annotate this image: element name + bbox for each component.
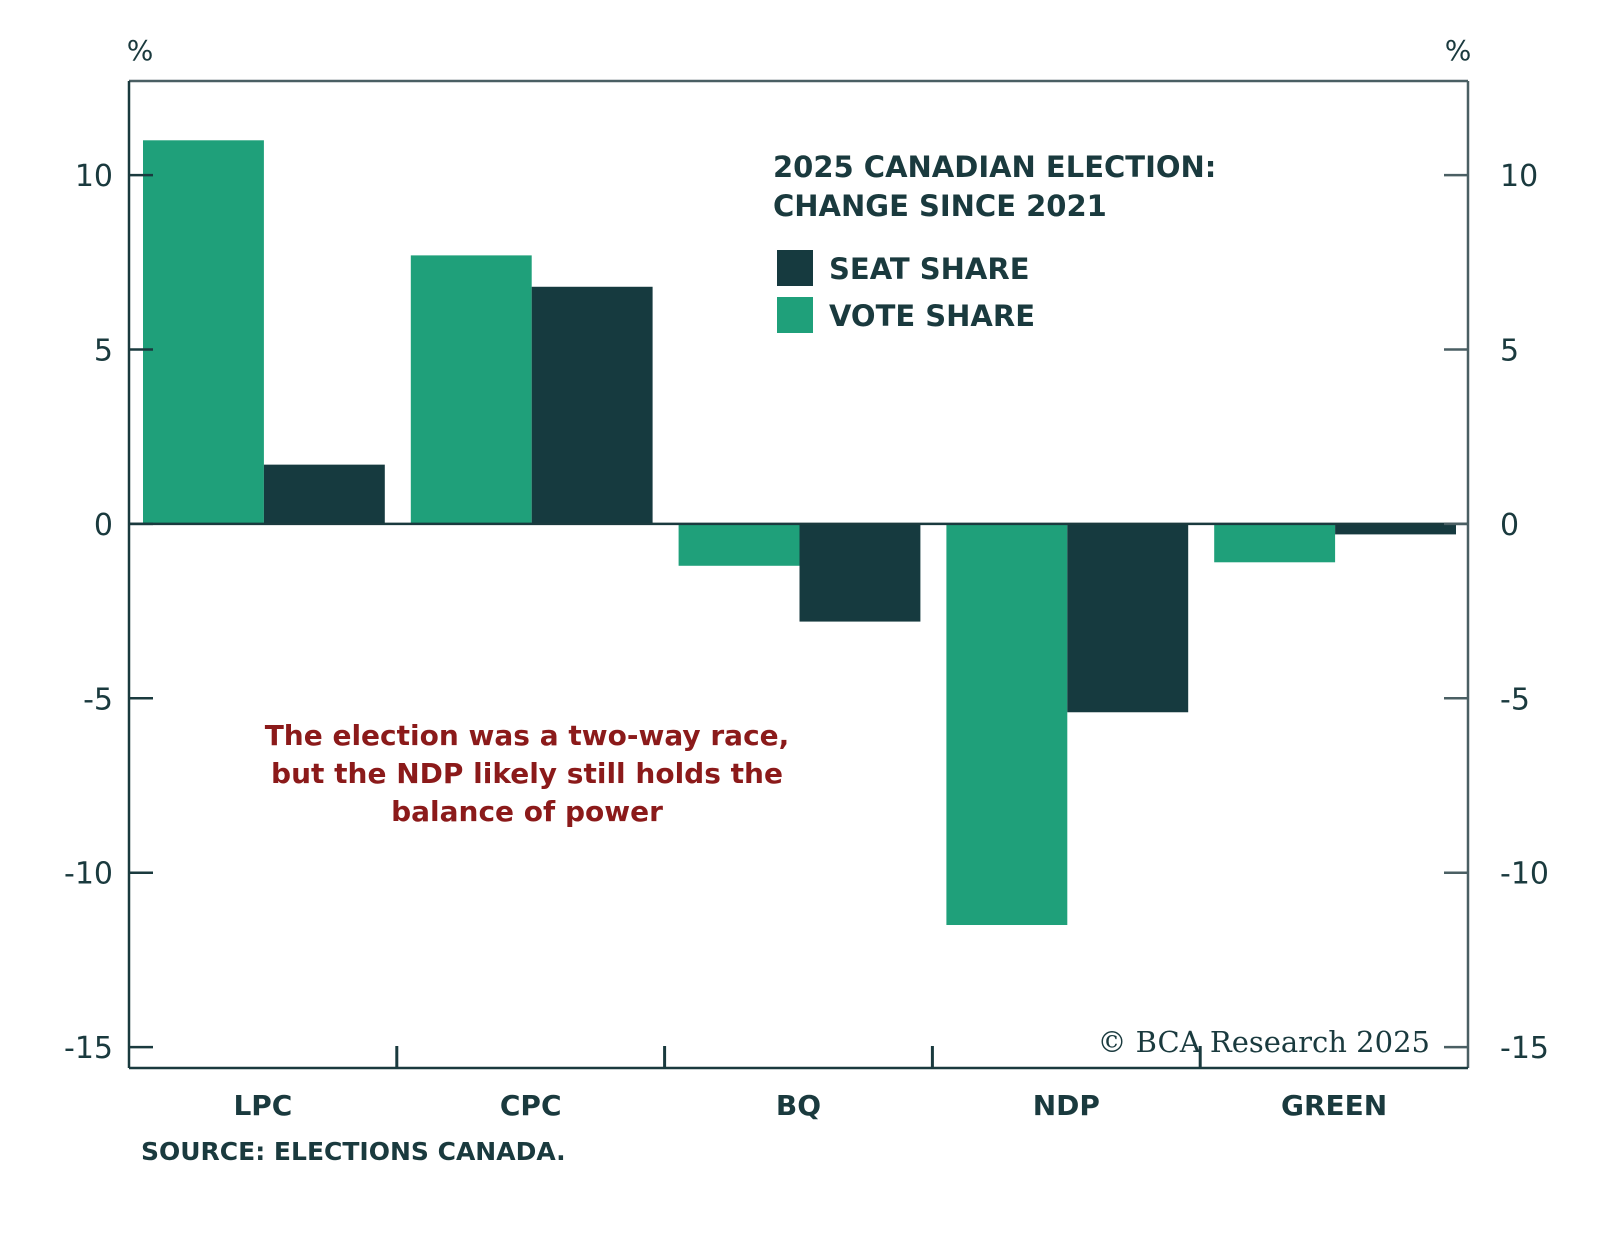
x-tick-label-cpc: CPC xyxy=(500,1089,562,1122)
bar-lpc-vote-share xyxy=(143,140,264,524)
annotation-line: but the NDP likely still holds the xyxy=(271,757,783,790)
bar-cpc-seat-share xyxy=(531,286,653,524)
bar-ndp-vote-share xyxy=(946,523,1068,926)
axes-group: LPC CPC BQ NDP GREEN 10 10 5 5 0 0 -5 -5 -10 -10 -15 -15 xyxy=(64,79,1549,1122)
legend-label-vote-share: VOTE SHARE xyxy=(829,299,1035,333)
chart-subtitle: CHANGE SINCE 2021 xyxy=(773,189,1107,223)
right-y-tick-label: 10 xyxy=(1500,159,1538,194)
legend: SEAT SHARE VOTE SHARE xyxy=(777,250,1035,333)
right-y-tick-label: -10 xyxy=(1500,857,1549,892)
annotation-line: balance of power xyxy=(391,795,663,828)
source-note: SOURCE: ELECTIONS CANADA. xyxy=(141,1137,566,1166)
left-y-tick-label: 0 xyxy=(94,508,113,543)
right-y-tick-label: -15 xyxy=(1500,1031,1549,1066)
bars-group xyxy=(143,140,1456,926)
left-axis-unit-label: % xyxy=(127,34,154,67)
right-axis-unit-label: % xyxy=(1445,34,1472,67)
right-y-tick-label: 0 xyxy=(1500,508,1519,543)
copyright-text: © BCA Research 2025 xyxy=(1097,1025,1430,1059)
chart-title: 2025 CANADIAN ELECTION: xyxy=(773,150,1216,184)
bar-lpc-seat-share xyxy=(263,464,385,524)
legend-label-seat-share: SEAT SHARE xyxy=(829,252,1030,286)
annotation: The election was a two-way race, but the … xyxy=(265,719,790,828)
annotation-line: The election was a two-way race, xyxy=(265,719,790,752)
legend-swatch-seat-share xyxy=(777,250,813,286)
left-y-tick-label: -15 xyxy=(64,1031,113,1066)
bar-green-seat-share xyxy=(1335,523,1456,535)
x-tick-label-lpc: LPC xyxy=(233,1089,292,1122)
x-tick-label-ndp: NDP xyxy=(1033,1089,1100,1122)
left-y-tick-label: 10 xyxy=(75,159,113,194)
x-tick-label-green: GREEN xyxy=(1281,1089,1387,1122)
bar-cpc-vote-share xyxy=(410,255,532,524)
right-y-tick-label: 5 xyxy=(1500,334,1519,369)
left-y-tick-label: -10 xyxy=(64,857,113,892)
right-y-tick-label: -5 xyxy=(1500,682,1530,717)
x-tick-label-bq: BQ xyxy=(776,1089,821,1122)
bar-bq-seat-share xyxy=(799,523,921,622)
left-y-tick-label: 5 xyxy=(94,334,113,369)
bar-green-vote-share xyxy=(1214,523,1336,563)
legend-swatch-vote-share xyxy=(777,297,813,333)
bar-ndp-seat-share xyxy=(1067,523,1189,713)
bar-bq-vote-share xyxy=(678,523,800,566)
left-y-tick-label: -5 xyxy=(83,682,113,717)
